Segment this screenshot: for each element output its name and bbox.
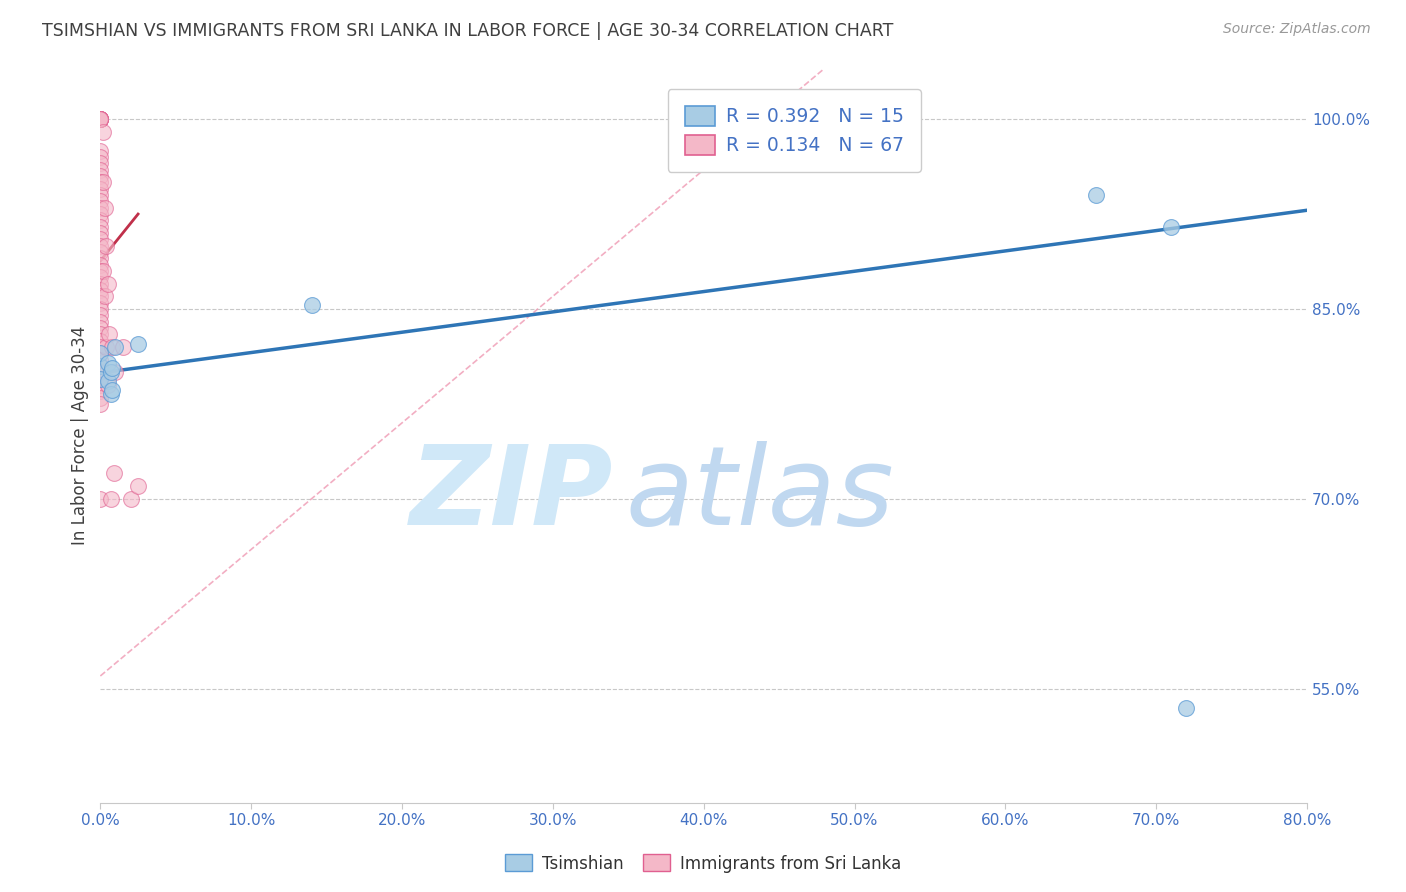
Point (93, 176, 115, 190)
Point (104, 365, 127, 379)
Point (89, 334, 111, 348)
Point (89, 213, 111, 227)
Point (127, 479, 149, 493)
Point (89, 340, 111, 354)
Point (89, 365, 111, 379)
Point (89, 112, 111, 127)
Point (89, 277, 111, 291)
Point (89, 359, 111, 373)
Point (94, 289, 117, 303)
Point (98, 327, 121, 342)
Point (89, 371, 111, 385)
Point (101, 361, 124, 376)
Point (89, 112, 111, 127)
Point (89, 201, 111, 215)
Point (101, 383, 124, 397)
Point (89, 112, 111, 127)
Point (89, 252, 111, 266)
Point (89, 169, 111, 183)
Text: ZIP: ZIP (409, 441, 613, 548)
Point (89, 346, 111, 360)
Point (94, 201, 117, 215)
Y-axis label: In Labor Force | Age 30-34: In Labor Force | Age 30-34 (72, 326, 89, 545)
Point (89, 397, 111, 411)
Point (1160, 219, 1182, 234)
Point (103, 467, 125, 481)
Point (89, 352, 111, 367)
Point (89, 182, 111, 196)
Point (89, 219, 111, 234)
Point (89, 144, 111, 158)
Point (89, 270, 111, 285)
Point (89, 232, 111, 246)
Point (100, 386, 122, 401)
Point (89, 264, 111, 278)
Point (89, 176, 111, 190)
Point (89, 112, 111, 127)
Point (97, 374, 120, 388)
Point (89, 258, 111, 272)
Legend: Tsimshian, Immigrants from Sri Lanka: Tsimshian, Immigrants from Sri Lanka (498, 847, 908, 880)
Point (97, 356, 120, 370)
Point (89, 226, 111, 240)
Point (301, 298, 323, 312)
Point (89, 162, 111, 177)
Point (96, 340, 118, 354)
Point (89, 238, 111, 252)
Point (89, 156, 111, 170)
Text: Source: ZipAtlas.com: Source: ZipAtlas.com (1223, 22, 1371, 37)
Point (89, 112, 111, 127)
Point (1084, 188, 1107, 202)
Point (120, 491, 142, 506)
Point (89, 150, 111, 164)
Point (93, 264, 115, 278)
Point (97, 378, 120, 392)
Point (89, 391, 111, 405)
Point (89, 378, 111, 392)
Point (89, 371, 111, 385)
Legend: R = 0.392   N = 15, R = 0.134   N = 67: R = 0.392 N = 15, R = 0.134 N = 67 (668, 89, 921, 172)
Point (101, 340, 124, 354)
Point (97, 277, 120, 291)
Point (93, 125, 115, 139)
Point (89, 112, 111, 127)
Point (127, 337, 149, 351)
Point (111, 340, 134, 354)
Point (96, 238, 118, 252)
Point (89, 112, 111, 127)
Point (100, 365, 122, 379)
Point (89, 315, 111, 329)
Text: atlas: atlas (626, 441, 894, 548)
Point (89, 112, 111, 127)
Point (89, 301, 111, 316)
Point (89, 283, 111, 297)
Point (89, 346, 111, 360)
Point (89, 289, 111, 303)
Point (1175, 700, 1198, 714)
Point (89, 384, 111, 399)
Text: TSIMSHIAN VS IMMIGRANTS FROM SRI LANKA IN LABOR FORCE | AGE 30-34 CORRELATION CH: TSIMSHIAN VS IMMIGRANTS FROM SRI LANKA I… (42, 22, 894, 40)
Point (104, 340, 127, 354)
Point (100, 491, 122, 506)
Point (89, 245, 111, 260)
Point (89, 308, 111, 322)
Point (89, 295, 111, 310)
Point (89, 321, 111, 335)
Point (89, 359, 111, 373)
Point (89, 188, 111, 202)
Point (89, 194, 111, 209)
Point (89, 491, 111, 506)
Point (89, 327, 111, 342)
Point (89, 207, 111, 221)
